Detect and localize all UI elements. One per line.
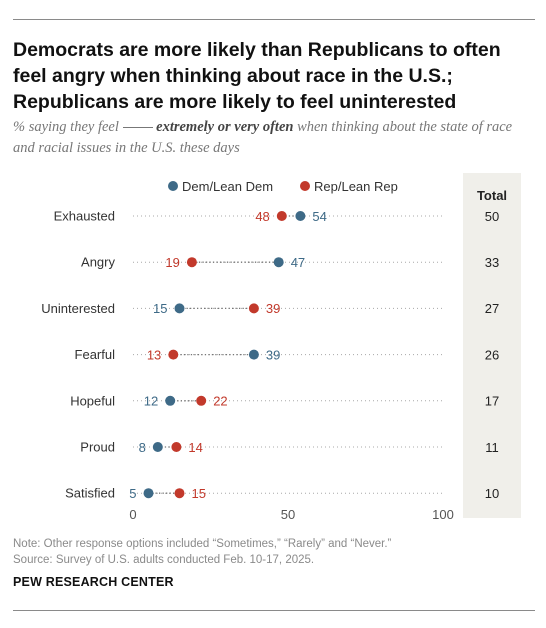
x-tick-label: 50 bbox=[281, 507, 295, 522]
total-value: 27 bbox=[485, 301, 499, 316]
legend-dem-label: Dem/Lean Dem bbox=[182, 179, 273, 194]
category-label: Proud bbox=[80, 440, 115, 455]
total-value: 17 bbox=[485, 394, 499, 409]
dem-dot bbox=[295, 211, 306, 221]
rep-value-label: 48 bbox=[255, 209, 269, 224]
chart-notes: Note: Other response options included “S… bbox=[13, 536, 391, 568]
subtitle-suffix: when thinking about the state of race an… bbox=[13, 119, 513, 156]
category-label: Satisfied bbox=[65, 486, 115, 501]
rep-dot bbox=[248, 303, 259, 314]
total-header: Total bbox=[477, 188, 507, 203]
bottom-rule bbox=[13, 610, 535, 611]
dem-value-label: 47 bbox=[291, 255, 305, 270]
dem-value-label: 12 bbox=[144, 394, 158, 409]
rep-dot bbox=[168, 349, 179, 360]
legend-rep-marker bbox=[300, 181, 310, 191]
dem-value-label: 15 bbox=[153, 301, 167, 316]
total-column-bg bbox=[463, 173, 521, 518]
dem-value-label: 39 bbox=[266, 347, 280, 362]
total-value: 33 bbox=[485, 255, 499, 270]
category-label: Exhausted bbox=[54, 209, 115, 224]
rep-dot bbox=[186, 257, 197, 268]
rep-value-label: 19 bbox=[165, 255, 179, 270]
x-tick-label: 100 bbox=[432, 507, 454, 522]
dem-dot bbox=[143, 488, 154, 499]
subtitle-prefix: % saying they feel bbox=[13, 119, 119, 135]
dem-value-label: 54 bbox=[312, 209, 326, 224]
rep-value-label: 39 bbox=[266, 301, 280, 316]
dem-value-label: 5 bbox=[129, 486, 136, 501]
rep-dot bbox=[171, 442, 182, 452]
category-label: Fearful bbox=[75, 347, 116, 362]
brand-logo-text: PEW RESEARCH CENTER bbox=[13, 575, 174, 589]
chart-title: Democrats are more likely than Republica… bbox=[13, 39, 501, 113]
dem-value-label: 8 bbox=[139, 440, 146, 455]
total-value: 11 bbox=[485, 440, 499, 455]
legend-rep-label: Rep/Lean Rep bbox=[314, 179, 398, 194]
rep-value-label: 14 bbox=[188, 440, 202, 455]
x-tick-label: 0 bbox=[129, 507, 136, 522]
rep-value-label: 22 bbox=[213, 394, 227, 409]
total-value: 50 bbox=[485, 209, 499, 224]
category-label: Angry bbox=[81, 255, 115, 270]
dem-dot bbox=[248, 349, 259, 360]
subtitle-emphasis: extremely or very often bbox=[156, 119, 294, 135]
chart-subtitle: % saying they feel extremely or very oft… bbox=[13, 117, 533, 159]
rep-dot bbox=[276, 211, 287, 221]
total-value: 26 bbox=[485, 347, 499, 362]
category-label: Uninterested bbox=[41, 301, 115, 316]
subtitle-blank bbox=[122, 127, 153, 128]
top-rule bbox=[13, 19, 535, 20]
legend-dem-marker bbox=[168, 181, 178, 191]
dem-dot bbox=[165, 395, 176, 406]
rep-value-label: 15 bbox=[192, 486, 206, 501]
rep-dot bbox=[196, 395, 207, 406]
note-text: Note: Other response options included “S… bbox=[13, 538, 392, 550]
source-text: Source: Survey of U.S. adults conducted … bbox=[13, 554, 315, 566]
rep-value-label: 13 bbox=[147, 347, 161, 362]
total-value: 10 bbox=[485, 486, 499, 501]
dem-dot bbox=[174, 303, 185, 314]
rep-dot bbox=[174, 488, 185, 499]
dem-dot bbox=[273, 257, 284, 268]
dem-dot bbox=[152, 442, 163, 452]
category-label: Hopeful bbox=[70, 393, 115, 408]
